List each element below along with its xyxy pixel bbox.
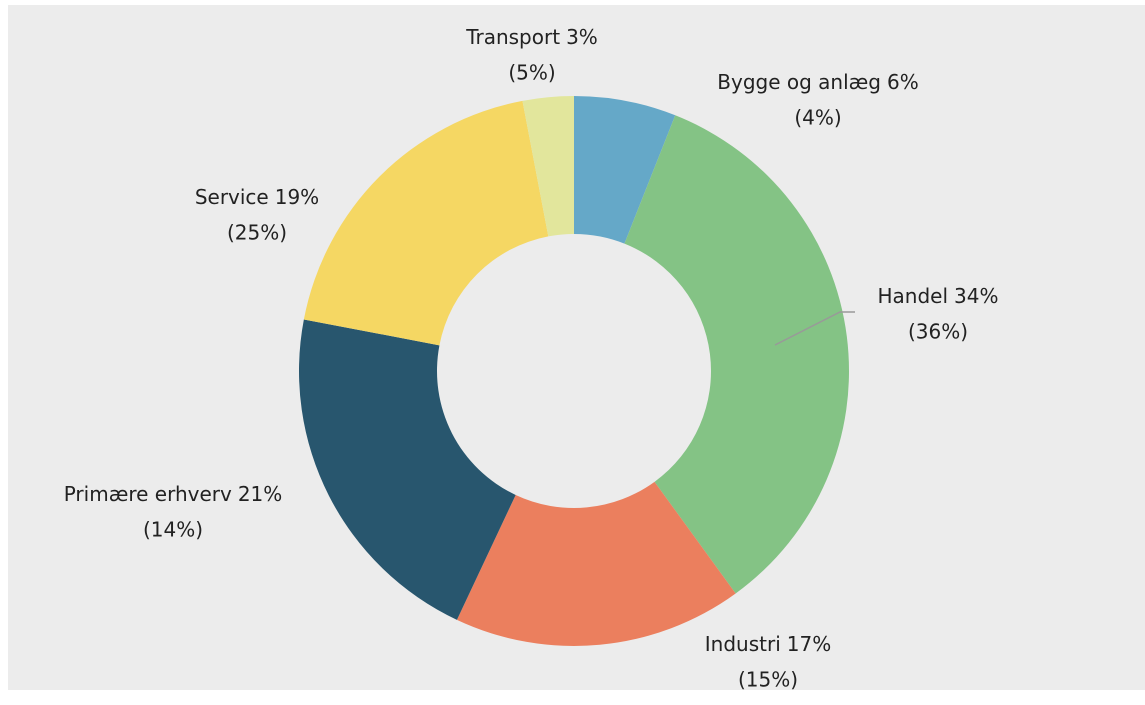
- donut-slice: [298, 319, 516, 620]
- donut-slice: [624, 115, 849, 594]
- slice-label: Industri 17%: [705, 632, 831, 656]
- comparison-label: (5%): [508, 61, 555, 85]
- category-name: Service: [195, 185, 269, 209]
- slice-label: Handel 34%: [878, 284, 999, 308]
- category-name: Primære erhverv: [64, 482, 232, 506]
- slice-label: Service 19%: [195, 185, 319, 209]
- category-name: Industri: [705, 632, 781, 656]
- value-label: 3%: [566, 25, 598, 49]
- comparison-label: (36%): [908, 320, 968, 344]
- slice-label: Primære erhverv 21%: [64, 482, 283, 506]
- value-label: 19%: [275, 185, 319, 209]
- comparison-label: (14%): [143, 518, 203, 542]
- comparison-label: (15%): [738, 668, 798, 692]
- value-label: 17%: [787, 632, 831, 656]
- slice-label: Transport 3%: [465, 25, 598, 49]
- value-label: 6%: [887, 70, 919, 94]
- category-name: Handel: [878, 284, 949, 308]
- comparison-label: (4%): [794, 106, 841, 130]
- value-label: 34%: [954, 284, 998, 308]
- category-name: Bygge og anlæg: [717, 70, 881, 94]
- leader-line: [774, 311, 855, 346]
- slice-label: Bygge og anlæg 6%: [717, 70, 918, 94]
- donut-slice: [303, 100, 549, 346]
- donut-slice: [456, 481, 736, 647]
- donut-slice: [574, 96, 676, 244]
- category-name: Transport: [465, 25, 560, 49]
- value-label: 21%: [238, 482, 282, 506]
- donut-slice: [522, 96, 574, 237]
- comparison-label: (25%): [227, 221, 287, 245]
